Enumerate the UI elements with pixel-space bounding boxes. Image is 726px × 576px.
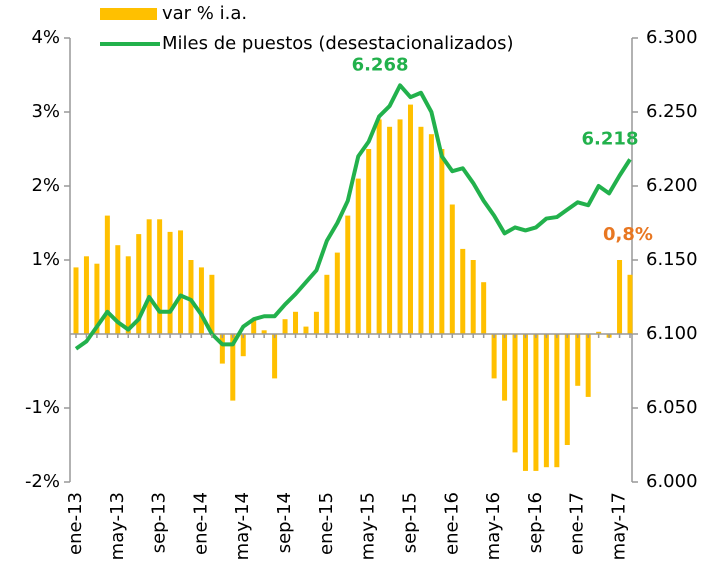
x-tick-label: may-13 (107, 492, 128, 560)
data-label: 6.268 (352, 54, 409, 75)
x-tick-label: ene-14 (190, 492, 211, 555)
x-tick-label: may-17 (609, 492, 630, 560)
bar (554, 334, 560, 468)
bar (83, 256, 89, 334)
bar (104, 215, 110, 334)
bar (585, 334, 591, 397)
y-tick-label: 4% (31, 27, 60, 48)
bar (261, 330, 267, 334)
bar (533, 334, 539, 471)
bar (230, 334, 236, 401)
bar (575, 334, 581, 386)
bar (282, 319, 288, 334)
x-tick-label: sep-14 (274, 492, 295, 553)
bar (418, 126, 424, 334)
y-tick-label: 1% (31, 249, 60, 270)
bar (481, 282, 487, 334)
bar (355, 178, 361, 334)
bar (146, 219, 152, 334)
bar (449, 204, 455, 334)
data-label: 6.218 (582, 128, 639, 149)
x-tick-label: ene-15 (316, 492, 337, 555)
y2-tick-label: 6.000 (646, 471, 698, 492)
y-tick-label: -2% (25, 471, 60, 492)
x-tick-label: sep-13 (149, 492, 170, 553)
bar (512, 334, 518, 453)
data-label: 0,8% (603, 224, 653, 245)
x-tick-label: sep-15 (399, 492, 420, 553)
bar (428, 134, 434, 334)
x-tick-label: may-14 (232, 492, 253, 560)
bar (324, 274, 330, 334)
bar (209, 274, 215, 334)
y2-tick-label: 6.100 (646, 323, 698, 344)
legend-label: var % i.a. (162, 3, 247, 24)
y-tick-label: 3% (31, 101, 60, 122)
bar (627, 274, 633, 334)
legend-swatch (100, 8, 157, 20)
bar (125, 256, 131, 334)
bar (136, 234, 142, 334)
y2-tick-label: 6.050 (646, 397, 698, 418)
bar (293, 311, 299, 334)
y2-tick-label: 6.200 (646, 175, 698, 196)
bar (387, 126, 393, 334)
bar (470, 260, 476, 334)
bar (334, 252, 340, 334)
bar (272, 334, 278, 379)
bar (543, 334, 549, 468)
bar (188, 260, 194, 334)
y-tick-label: -1% (25, 397, 60, 418)
bar (313, 311, 319, 334)
bar (251, 319, 257, 334)
bar (460, 248, 466, 334)
bar (397, 119, 403, 335)
bar (366, 149, 372, 334)
x-tick-label: may-15 (358, 492, 379, 560)
y2-tick-label: 6.150 (646, 249, 698, 270)
legend-label: Miles de puestos (desestacionalizados) (162, 33, 514, 54)
bar (345, 215, 351, 334)
bar (219, 334, 225, 364)
bar (491, 334, 497, 379)
bar (240, 334, 246, 357)
x-tick-label: may-16 (483, 492, 504, 560)
bar (596, 331, 602, 334)
bar (157, 219, 163, 334)
bar (73, 267, 79, 334)
line (74, 83, 632, 351)
bar (376, 119, 382, 335)
y-tick-label: 2% (31, 175, 60, 196)
bar (303, 326, 309, 334)
y2-tick-label: 6.300 (646, 27, 698, 48)
bar (94, 263, 100, 334)
y2-tick-label: 6.250 (646, 101, 698, 122)
bar (198, 267, 204, 334)
bar (439, 149, 445, 334)
bar (564, 334, 570, 445)
x-tick-label: sep-16 (525, 492, 546, 553)
x-tick-label: ene-13 (65, 492, 86, 555)
x-tick-label: ene-17 (567, 492, 588, 555)
bar (522, 334, 528, 471)
bar (502, 334, 508, 401)
x-tick-label: ene-16 (441, 492, 462, 555)
bar (167, 231, 173, 334)
bar (115, 245, 121, 334)
bar (178, 230, 184, 334)
bar (617, 260, 623, 334)
bar (407, 104, 413, 334)
